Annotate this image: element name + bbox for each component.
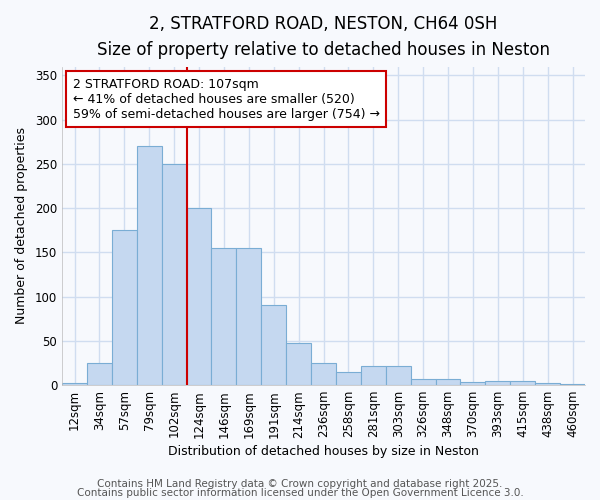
Bar [535,384,560,385]
Bar [87,363,112,385]
Title: 2, STRATFORD ROAD, NESTON, CH64 0SH
Size of property relative to detached houses: 2, STRATFORD ROAD, NESTON, CH64 0SH Size… [97,15,550,60]
Bar [560,384,585,385]
Bar [485,380,510,385]
Bar [211,248,236,385]
Bar [236,248,261,385]
Y-axis label: Number of detached properties: Number of detached properties [15,128,28,324]
Bar [62,384,87,385]
X-axis label: Distribution of detached houses by size in Neston: Distribution of detached houses by size … [168,444,479,458]
Text: Contains public sector information licensed under the Open Government Licence 3.: Contains public sector information licen… [77,488,523,498]
Bar [311,363,336,385]
Text: Contains HM Land Registry data © Crown copyright and database right 2025.: Contains HM Land Registry data © Crown c… [97,479,503,489]
Bar [510,380,535,385]
Bar [187,208,211,385]
Bar [336,372,361,385]
Bar [112,230,137,385]
Bar [261,306,286,385]
Bar [161,164,187,385]
Bar [286,344,311,385]
Bar [386,366,410,385]
Bar [410,379,436,385]
Bar [361,366,386,385]
Bar [137,146,161,385]
Text: 2 STRATFORD ROAD: 107sqm
← 41% of detached houses are smaller (520)
59% of semi-: 2 STRATFORD ROAD: 107sqm ← 41% of detach… [73,78,380,120]
Bar [460,382,485,385]
Bar [436,379,460,385]
